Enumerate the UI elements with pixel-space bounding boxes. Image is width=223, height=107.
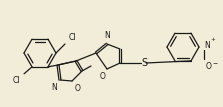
Text: N: N <box>104 31 110 40</box>
Text: O: O <box>75 84 81 93</box>
Text: Cl: Cl <box>12 76 20 85</box>
Text: Cl: Cl <box>69 33 76 42</box>
Text: N: N <box>51 83 57 92</box>
Text: N: N <box>204 41 210 50</box>
Text: O: O <box>99 72 105 81</box>
Text: O: O <box>206 62 212 71</box>
Text: S: S <box>141 58 147 68</box>
Text: −: − <box>212 60 217 65</box>
Text: +: + <box>210 37 215 42</box>
